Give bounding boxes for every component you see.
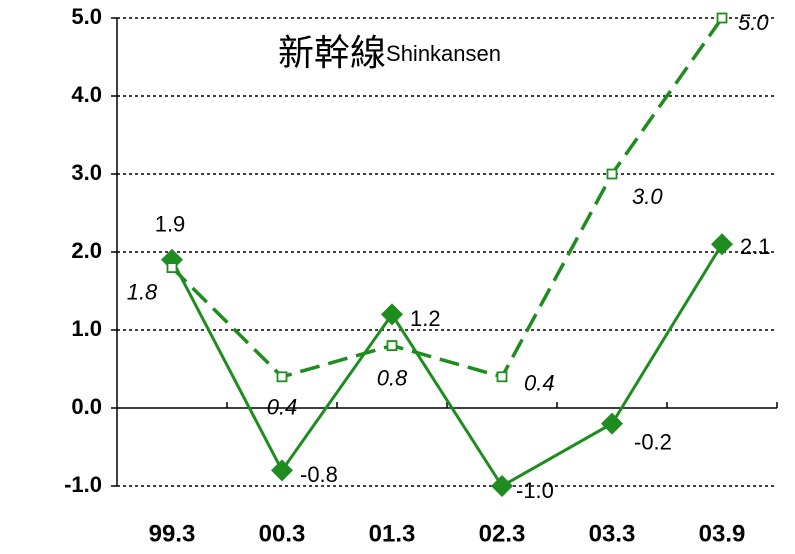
x-tick-label: 01.3 [369, 520, 416, 547]
marker [601, 412, 623, 435]
marker [716, 12, 728, 24]
y-tick-label: -1.0 [64, 472, 102, 497]
series-line [170, 243, 724, 489]
marker [711, 233, 733, 256]
x-tick-label: 03.9 [699, 520, 746, 547]
data-label: 1.2 [410, 306, 441, 331]
marker [491, 475, 513, 497]
title-sub: Shinkansen [386, 41, 501, 66]
data-label: 0.4 [524, 371, 555, 396]
y-tick-label: 3.0 [71, 160, 102, 185]
chart-title: 新幹線Shinkansen [278, 32, 501, 73]
marker [276, 371, 288, 383]
x-tick-label: 99.3 [149, 520, 196, 547]
marker [606, 168, 618, 180]
series-line [170, 16, 724, 379]
data-label: 5.0 [738, 10, 769, 35]
x-tick-label: 02.3 [479, 520, 526, 547]
data-label: -0.2 [634, 429, 672, 454]
data-label: 0.4 [267, 395, 298, 420]
data-label: 1.9 [155, 212, 186, 237]
marker [166, 262, 178, 274]
data-label: 2.1 [740, 234, 771, 259]
data-label: 0.8 [377, 365, 408, 390]
marker [386, 340, 398, 352]
y-tick-label: 5.0 [71, 4, 102, 29]
title-main: 新幹線 [278, 32, 386, 73]
marker [496, 371, 508, 383]
data-label: 3.0 [632, 184, 663, 209]
x-tick-label: 03.3 [589, 520, 636, 547]
marker [271, 459, 293, 482]
y-tick-label: 2.0 [71, 238, 102, 263]
x-tick-label: 00.3 [259, 520, 306, 547]
y-tick-label: 4.0 [71, 82, 102, 107]
data-label: -1.0 [516, 478, 554, 503]
marker [161, 248, 183, 271]
marker [381, 303, 403, 326]
y-tick-label: 1.0 [71, 316, 102, 341]
y-tick-label: 0.0 [71, 394, 102, 419]
data-label: -0.8 [300, 462, 338, 487]
data-label: 1.8 [127, 279, 158, 304]
